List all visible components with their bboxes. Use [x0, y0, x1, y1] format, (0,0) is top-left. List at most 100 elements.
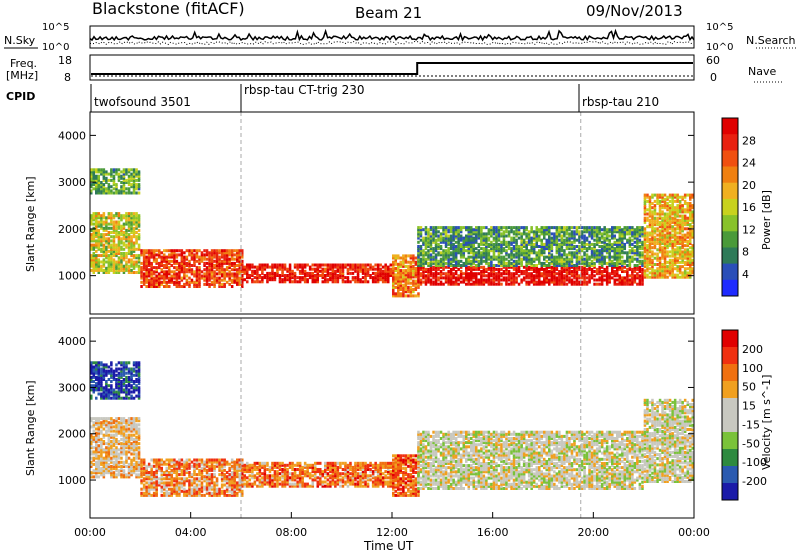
- power-cell: [145, 266, 148, 270]
- power-cell: [507, 240, 511, 244]
- power-cell: [593, 265, 596, 269]
- power-cell: [432, 257, 435, 261]
- power-cell: [646, 244, 649, 248]
- power-cell: [92, 233, 96, 237]
- power-cell: [671, 271, 674, 275]
- power-cell: [475, 274, 478, 278]
- power-cell: [638, 259, 642, 263]
- cpid-program-0: twofsound 3501: [94, 95, 191, 109]
- power-cell: [689, 246, 692, 250]
- velocity-cell: [110, 467, 113, 471]
- power-cell: [228, 278, 231, 282]
- power-cell: [195, 282, 199, 286]
- power-cell: [427, 261, 430, 265]
- power-cell: [641, 247, 644, 251]
- power-cell: [102, 212, 106, 216]
- power-cell: [643, 263, 647, 266]
- velocity-cell: [97, 417, 101, 421]
- power-cell: [417, 270, 420, 273]
- power-cell: [656, 267, 659, 271]
- velocity-cell: [132, 440, 136, 443]
- power-cell: [407, 260, 410, 264]
- power-cell: [341, 263, 345, 267]
- power-cell: [600, 270, 604, 273]
- power-cell: [256, 265, 259, 269]
- power-cell: [553, 261, 556, 265]
- power-cell: [195, 268, 199, 272]
- power-cell: [381, 278, 385, 282]
- velocity-cell: [132, 442, 136, 446]
- power-cell: [540, 282, 544, 286]
- power-cell: [510, 282, 513, 286]
- power-cell: [686, 254, 690, 258]
- power-cell: [467, 245, 471, 248]
- velocity-cell: [122, 473, 126, 477]
- power-cell: [135, 183, 138, 187]
- power-cell: [120, 241, 123, 245]
- power-cell: [686, 263, 690, 266]
- power-cell: [273, 265, 277, 269]
- power-cell: [545, 226, 549, 230]
- power-cell: [656, 237, 659, 241]
- power-cell: [661, 229, 664, 233]
- power-cell: [122, 168, 126, 172]
- velocity-cell: [102, 417, 106, 421]
- power-cell: [205, 251, 209, 255]
- power-cell: [311, 276, 315, 280]
- power-cell: [412, 290, 415, 294]
- power-cell: [465, 274, 468, 278]
- power-cell: [459, 255, 463, 259]
- power-cell: [487, 255, 491, 259]
- power-cell: [188, 280, 191, 284]
- power-cell: [522, 238, 526, 242]
- power-cell: [205, 253, 209, 257]
- power-cell: [127, 233, 131, 237]
- velocity-cell: [147, 464, 151, 468]
- power-cell: [628, 282, 632, 286]
- power-cell: [155, 253, 158, 257]
- power-cell: [241, 263, 244, 267]
- power-cell: [578, 230, 581, 234]
- power-cell: [535, 226, 539, 230]
- power-cell: [540, 226, 544, 230]
- power-cell: [568, 278, 571, 282]
- power-cell: [578, 265, 581, 269]
- power-cell: [417, 255, 420, 259]
- power-cell: [321, 271, 325, 275]
- velocity-cell: [122, 427, 126, 431]
- velocity-cell: [130, 452, 133, 456]
- power-cell: [97, 262, 101, 266]
- power-cell: [419, 245, 423, 248]
- power-cell: [626, 238, 629, 242]
- power-cell: [590, 249, 594, 253]
- power-cell: [527, 255, 531, 259]
- velocity-cell: [112, 467, 116, 471]
- power-cell: [553, 234, 556, 238]
- power-cell: [132, 168, 136, 172]
- velocity-cell: [137, 454, 141, 458]
- power-cell: [485, 278, 488, 282]
- velocity-cell: [140, 462, 143, 466]
- power-cell: [548, 249, 551, 253]
- power-cell: [646, 273, 649, 277]
- power-cell: [532, 230, 536, 234]
- power-cell: [593, 249, 596, 253]
- power-cell: [374, 274, 377, 277]
- velocity-cell: [132, 425, 136, 429]
- power-cell: [666, 275, 669, 279]
- power-cell: [102, 168, 106, 172]
- power-cell: [256, 269, 259, 273]
- power-cell: [475, 272, 478, 276]
- power-cell: [125, 222, 128, 226]
- power-cell: [616, 253, 619, 257]
- power-cell: [140, 253, 143, 257]
- power-cell: [578, 238, 581, 242]
- power-cell: [183, 259, 186, 263]
- power-cell: [641, 280, 644, 284]
- power-cell: [560, 230, 564, 234]
- power-cell: [490, 259, 493, 263]
- noise-left-tick-top: 10^5: [42, 22, 69, 33]
- power-cell: [210, 264, 214, 267]
- power-cell: [384, 280, 387, 284]
- power-cell: [515, 249, 518, 253]
